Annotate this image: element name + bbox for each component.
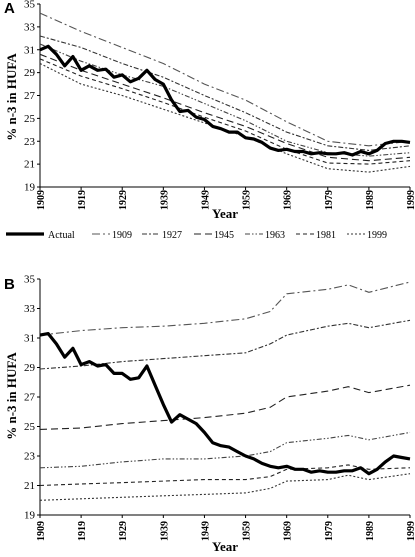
chart-panel-b: 19 21 23 25 27 29 31 33 35 1909 1919 1929 1939 1949 19… — [4, 274, 415, 555]
series-line-1927 — [39, 35, 411, 151]
y-tick-label: 21 — [24, 159, 35, 171]
chart-panel-a: 19 21 23 25 27 29 31 33 35 1909 1919 1929 1939 1949 19… — [4, 0, 415, 221]
panel-b-label: B — [4, 276, 15, 293]
legend: Actual 1909 1927 1945 1963 1981 1999 — [6, 230, 387, 241]
legend-label-s1945: 1945 — [214, 230, 234, 241]
x-tick-label: 1969 — [283, 521, 294, 541]
legend-label-s1999: 1999 — [367, 230, 387, 241]
x-tick-label: 1939 — [159, 190, 170, 210]
series-line-1981 — [39, 464, 411, 487]
y-tick-label: 31 — [24, 44, 35, 56]
x-tick-label: 1979 — [324, 521, 335, 541]
x-tick-label: 1959 — [242, 190, 253, 210]
x-tick-label: 1909 — [36, 190, 47, 210]
y-tick-label: 33 — [24, 21, 36, 33]
y-tick-label: 31 — [24, 333, 35, 345]
x-axis-title: Year — [212, 539, 238, 554]
y-tick-label: 27 — [24, 90, 36, 102]
panel-a-label: A — [4, 0, 15, 17]
series-line-1963 — [39, 43, 411, 157]
x-tick-label: 1999 — [406, 190, 415, 210]
legend-label-s1963: 1963 — [265, 230, 285, 241]
series-line-1999 — [39, 473, 411, 501]
legend-label-s1981: 1981 — [316, 230, 336, 241]
x-tick-label: 1919 — [77, 521, 88, 541]
y-tick-label: 35 — [24, 0, 36, 11]
x-tick-label: 1939 — [159, 521, 170, 541]
series-line-1981 — [39, 58, 411, 165]
legend-label-actual: Actual — [48, 230, 75, 241]
y-tick-label: 27 — [24, 392, 36, 404]
y-tick-label: 33 — [24, 303, 36, 315]
x-axis-title: Year — [212, 206, 238, 221]
y-tick-label: 35 — [24, 274, 36, 286]
x-tick-label: 1929 — [118, 190, 129, 210]
x-tick-label: 1969 — [283, 190, 294, 210]
y-axis-title: % n-3 in HUFA — [4, 352, 19, 440]
y-tick-label: 19 — [24, 510, 36, 522]
y-tick-label: 23 — [24, 451, 36, 463]
x-tick-label: 1919 — [77, 190, 88, 210]
x-tick-label: 1989 — [365, 521, 376, 541]
y-tick-label: 25 — [24, 421, 36, 433]
y-tick-label: 29 — [24, 67, 36, 79]
x-tick-label: 1979 — [324, 190, 335, 210]
series-line-1927 — [39, 319, 411, 370]
series-line-1963 — [39, 431, 411, 469]
x-tick-label: 1959 — [242, 521, 253, 541]
series-line-1909 — [39, 281, 411, 336]
y-axis-title: % n-3 in HUFA — [4, 53, 19, 141]
legend-label-s1927: 1927 — [162, 230, 182, 241]
y-tick-label: 29 — [24, 362, 36, 374]
series-line-1909 — [39, 12, 411, 147]
series-line-actual — [39, 44, 411, 157]
y-tick-label: 19 — [24, 182, 36, 194]
series-line-1945 — [39, 384, 411, 430]
x-tick-label: 1949 — [200, 521, 211, 541]
x-tick-label: 1989 — [365, 190, 376, 210]
x-tick-label: 1929 — [118, 521, 129, 541]
y-tick-label: 23 — [24, 136, 36, 148]
y-tick-label: 21 — [24, 480, 35, 492]
x-tick-label: 1949 — [200, 190, 211, 210]
x-tick-label: 1909 — [36, 521, 47, 541]
series-line-actual — [39, 332, 411, 476]
y-tick-label: 25 — [24, 113, 36, 125]
x-tick-label: 1999 — [406, 521, 415, 541]
legend-label-s1909: 1909 — [112, 230, 132, 241]
